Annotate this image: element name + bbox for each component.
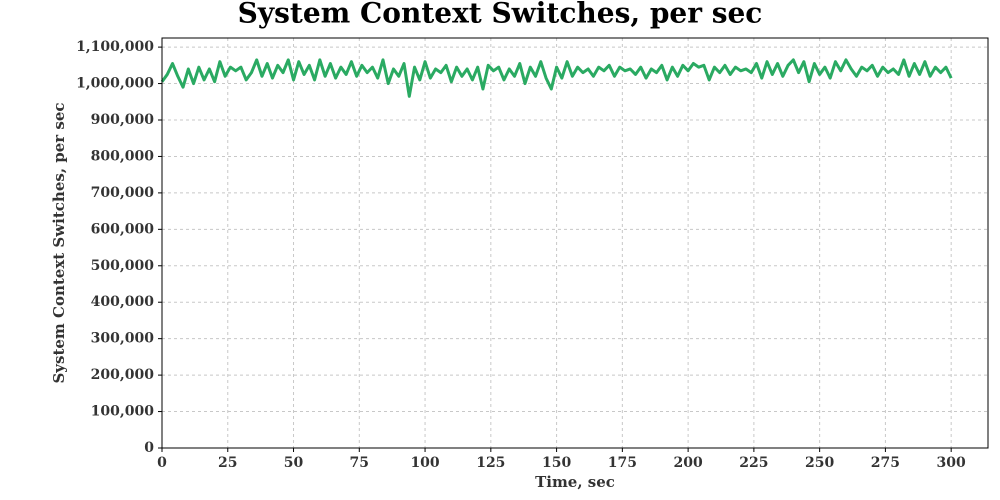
y-tick-label: 600,000 — [91, 221, 155, 237]
chart-title: System Context Switches, per sec — [238, 0, 763, 30]
line-series — [160, 58, 953, 98]
y-tick-label: 1,000,000 — [76, 76, 154, 92]
y-tick-label: 800,000 — [91, 148, 155, 164]
x-tick-label: 300 — [937, 455, 966, 471]
x-tick-label: 200 — [673, 455, 702, 471]
x-tick-label: 50 — [284, 455, 304, 471]
x-tick-label: 250 — [805, 455, 834, 471]
y-tick-label: 300,000 — [91, 331, 155, 347]
x-tick-label: 150 — [542, 455, 571, 471]
x-tick-label: 125 — [476, 455, 505, 471]
y-tick-label: 1,100,000 — [76, 39, 154, 55]
plot-frame — [161, 37, 989, 449]
x-tick-label: 175 — [608, 455, 637, 471]
y-tick-label: 100,000 — [91, 404, 155, 420]
x-axis-label: Time, sec — [535, 473, 615, 491]
x-tick-label: 0 — [157, 455, 167, 471]
x-tick-label: 25 — [218, 455, 237, 471]
x-tick-label: 75 — [350, 455, 369, 471]
y-tick-label: 700,000 — [91, 185, 155, 201]
y-tick-label: 900,000 — [91, 112, 155, 128]
x-tick-label: 275 — [871, 455, 900, 471]
y-tick-label: 200,000 — [91, 367, 155, 383]
plot — [160, 58, 953, 98]
y-tick-label: 400,000 — [91, 294, 155, 310]
x-tick-label: 225 — [739, 455, 768, 471]
y-tick-label: 500,000 — [91, 258, 155, 274]
y-axis-label: System Context Switches, per sec — [50, 102, 68, 383]
x-tick-label: 100 — [410, 455, 439, 471]
y-tick-label: 0 — [144, 440, 154, 456]
